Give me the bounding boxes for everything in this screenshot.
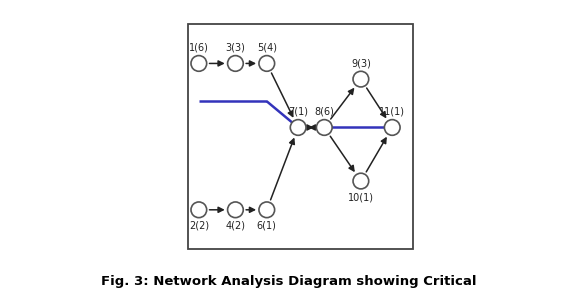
Text: 9(3): 9(3)	[351, 58, 371, 68]
Text: 1(6): 1(6)	[189, 42, 209, 53]
Text: 10(1): 10(1)	[348, 192, 374, 202]
Bar	[188, 24, 413, 249]
Text: 3(3): 3(3)	[225, 42, 245, 53]
Circle shape	[259, 202, 275, 218]
Text: 4(2): 4(2)	[225, 221, 246, 231]
Circle shape	[191, 202, 207, 218]
Circle shape	[191, 56, 207, 71]
Text: 5(4): 5(4)	[257, 42, 277, 53]
Text: 11(1): 11(1)	[379, 107, 405, 116]
Circle shape	[353, 71, 369, 87]
Circle shape	[228, 56, 243, 71]
Text: 8(6): 8(6)	[314, 107, 334, 116]
Circle shape	[259, 56, 275, 71]
Circle shape	[353, 173, 369, 189]
Text: 7(1): 7(1)	[288, 107, 308, 116]
Text: Fig. 3: Network Analysis Diagram showing Critical: Fig. 3: Network Analysis Diagram showing…	[101, 275, 477, 288]
Text: 6(1): 6(1)	[257, 221, 277, 231]
Text: 2(2): 2(2)	[189, 221, 209, 231]
Circle shape	[384, 120, 400, 135]
Circle shape	[316, 120, 332, 135]
Circle shape	[290, 120, 306, 135]
Circle shape	[228, 202, 243, 218]
